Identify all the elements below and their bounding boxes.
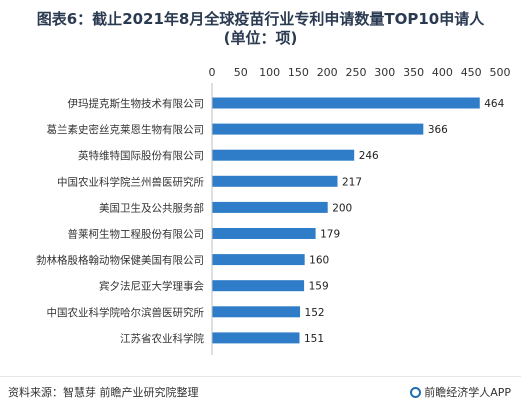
value-label: 159 [309, 281, 329, 293]
x-tick-label: 50 [234, 66, 248, 79]
brand-logo-icon [410, 386, 422, 398]
bar [212, 280, 305, 292]
chart-title: 图表6：截止2021年8月全球疫苗行业专利申请数量TOP10申请人 (单位：项) [0, 10, 521, 48]
bar [212, 97, 480, 109]
category-label: 葛兰素史密丝克莱恩生物有限公司 [47, 123, 205, 136]
value-label: 366 [428, 124, 448, 136]
category-label: 普莱柯生物工程股份有限公司 [68, 228, 205, 241]
bar [212, 201, 328, 213]
x-tick-label: 450 [461, 66, 482, 79]
category-label: 中国农业科学院兰州兽医研究所 [57, 175, 204, 188]
chart-title-line2: (单位：项) [223, 29, 298, 47]
x-tick-label: 0 [209, 66, 216, 79]
value-label: 464 [484, 98, 504, 110]
x-tick-label: 100 [259, 66, 280, 79]
x-tick-label: 250 [346, 66, 367, 79]
category-label: 中国农业科学院哈尔滨兽医研究所 [47, 306, 205, 319]
category-label: 美国卫生及公共服务部 [99, 201, 204, 214]
category-label: 伊玛提克斯生物技术有限公司 [68, 97, 205, 110]
value-label: 160 [309, 255, 329, 267]
category-label: 勃林格殷格翰动物保健美国有限公司 [36, 254, 204, 267]
value-label: 246 [359, 150, 379, 162]
x-tick-label: 500 [490, 66, 511, 79]
bar [212, 123, 424, 135]
bar-chart: 0 50 100 150 200 250 300 350 400 450 500 伊玛提克斯生物技术有… [36, 66, 511, 355]
value-label: 217 [342, 176, 362, 188]
value-label: 179 [320, 229, 340, 241]
category-label: 江苏省农业科学院 [120, 332, 204, 345]
value-label: 151 [304, 333, 324, 345]
bar [212, 254, 305, 266]
value-label: 200 [332, 202, 352, 214]
bar [212, 175, 338, 187]
brand-mark: 前瞻经济学人APP [410, 384, 511, 400]
x-tick-label: 350 [403, 66, 424, 79]
category-label: 英特维特国际股份有限公司 [78, 149, 204, 162]
bar [212, 149, 355, 161]
x-tick-label: 200 [317, 66, 338, 79]
source-note: 资料来源：智慧芽 前瞻产业研究院整理 [8, 386, 199, 399]
category-label: 宾夕法尼亚大学理事会 [99, 280, 204, 293]
value-label: 152 [305, 307, 325, 319]
bar [212, 228, 316, 239]
brand-name: 前瞻经济学人APP [424, 386, 511, 399]
bar [212, 332, 300, 344]
bar [212, 306, 301, 318]
footer-divider [0, 376, 521, 377]
x-tick-label: 300 [374, 66, 395, 79]
x-tick-label: 150 [288, 66, 309, 79]
x-tick-label: 400 [432, 66, 453, 79]
chart-title-line1: 图表6：截止2021年8月全球疫苗行业专利申请数量TOP10申请人 [36, 10, 485, 28]
